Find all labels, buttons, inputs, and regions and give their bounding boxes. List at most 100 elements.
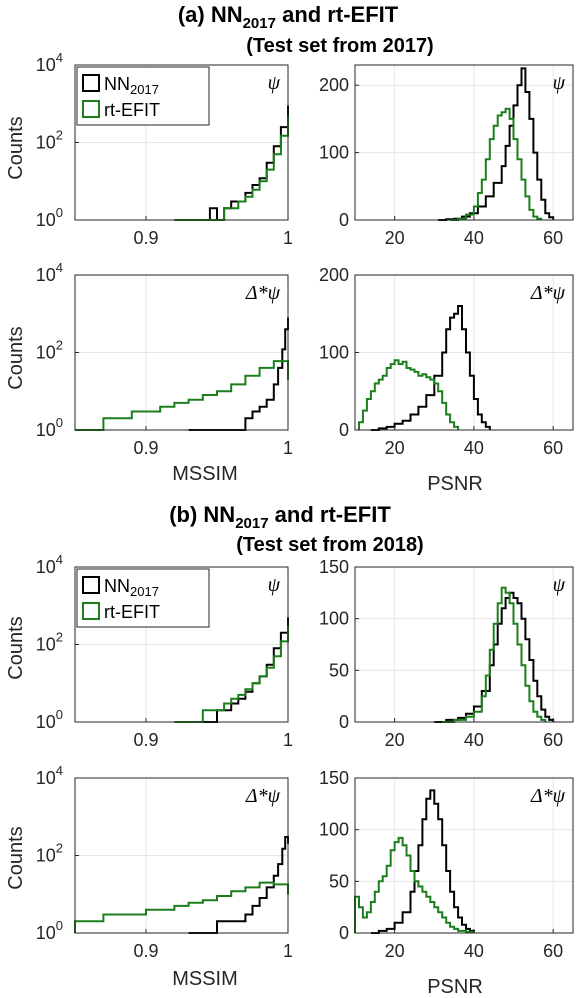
series-nn2017	[188, 836, 289, 934]
panel-label: Δ*ψ	[530, 282, 566, 304]
y-label-counts-b2: Counts	[5, 826, 27, 889]
x-tick-label: 0.9	[133, 228, 158, 248]
series-rt-efit	[450, 107, 543, 221]
section-a-subtitle: (Test set from 2017)	[246, 35, 433, 57]
series-rt-efit	[354, 836, 475, 933]
legend-label: rt-EFIT	[104, 602, 160, 622]
y-tick-label: 50	[329, 871, 349, 891]
y-tick-label: 100	[36, 415, 63, 440]
y-tick-label: 200	[319, 265, 349, 285]
series-rt-efit	[358, 359, 460, 430]
plot-area	[355, 65, 573, 220]
x-tick-label: 40	[464, 228, 484, 248]
x-label-mssim-b: MSSIM	[172, 968, 238, 990]
x-tick-label: 1	[283, 438, 293, 458]
y-tick-label: 150	[319, 768, 349, 788]
series-nn2017	[370, 789, 475, 934]
y-label-counts-b1: Counts	[5, 616, 27, 679]
y-tick-label: 0	[339, 923, 349, 943]
x-tick-label: 40	[464, 438, 484, 458]
y-tick-label: 100	[319, 143, 349, 163]
panel-label: ψ	[268, 574, 281, 596]
panel-a-psnr-psi: 20 40 60 0 100 200 ψ	[319, 64, 574, 248]
y-label-counts-a2: Counts	[5, 326, 27, 389]
y-tick-label: 100	[319, 820, 349, 840]
x-tick-label: 1	[283, 730, 293, 750]
y-tick-label: 104	[36, 763, 63, 788]
series-rt-efit	[442, 586, 547, 723]
panel-label: Δ*ψ	[530, 785, 566, 807]
y-tick-label: 100	[319, 609, 349, 629]
x-tick-label: 20	[385, 941, 405, 961]
legend-swatch	[82, 602, 100, 620]
x-tick-label: 60	[543, 730, 563, 750]
panel-label: Δ*ψ	[245, 282, 281, 304]
y-tick-label: 102	[36, 841, 63, 866]
panel-b-psnr-dpsi: 20 40 60 0 50 100 150 Δ*ψ	[319, 768, 574, 961]
x-label-psnr-b: PSNR	[427, 976, 483, 998]
x-tick-label: 40	[464, 941, 484, 961]
legend-label: rt-EFIT	[104, 100, 160, 120]
series-nn2017	[370, 305, 491, 431]
series-rt-efit	[174, 626, 289, 723]
y-tick-label: 0	[339, 420, 349, 440]
section-a-title: (a) NN2017 and rt-EFIT	[178, 2, 399, 32]
axes-box	[354, 777, 574, 934]
panel-a-psnr-dpsi: 20 40 60 0 100 200 Δ*ψ	[319, 265, 574, 458]
legend: NN2017 rt-EFIT	[76, 568, 210, 628]
x-tick-label: 0.9	[133, 941, 158, 961]
y-tick-label: 102	[36, 128, 63, 153]
x-tick-label: 60	[543, 228, 563, 248]
section-b-title: (b) NN2017 and rt-EFIT	[169, 502, 391, 532]
y-tick-label: 100	[36, 918, 63, 943]
x-tick-label: 60	[543, 941, 563, 961]
panel-label: ψ	[553, 72, 566, 94]
y-tick-label: 50	[329, 660, 349, 680]
legend-label: NN2017	[104, 74, 159, 97]
y-tick-label: 102	[36, 630, 63, 655]
x-tick-label: 0.9	[133, 438, 158, 458]
x-tick-label: 40	[464, 730, 484, 750]
axes-box	[354, 566, 574, 723]
y-tick-label: 104	[36, 552, 63, 577]
axes-box	[354, 64, 574, 221]
legend-swatch	[82, 576, 100, 594]
panel-b-mssim-psi: 0.9 1 100 102 104 ψ NN2017 rt-EFIT	[36, 552, 293, 750]
legend-swatch	[82, 100, 100, 118]
x-label-psnr-a: PSNR	[427, 473, 483, 495]
y-tick-label: 0	[339, 210, 349, 230]
y-tick-label: 150	[319, 557, 349, 577]
x-label-mssim-a: MSSIM	[172, 463, 238, 485]
series-rt-efit	[75, 360, 289, 431]
x-tick-label: 60	[543, 438, 563, 458]
y-tick-label: 0	[339, 712, 349, 732]
x-tick-label: 20	[385, 228, 405, 248]
panel-a-mssim-psi: 0.9 1 100 102 104 ψ NN2017 rt-EFIT	[36, 50, 293, 248]
section-b-subtitle: (Test set from 2018)	[236, 534, 423, 556]
x-tick-label: 20	[385, 438, 405, 458]
x-tick-label: 1	[283, 941, 293, 961]
y-label-counts-a1: Counts	[5, 116, 27, 179]
x-tick-label: 0.9	[133, 730, 158, 750]
x-tick-label: 20	[385, 730, 405, 750]
y-tick-label: 104	[36, 50, 63, 75]
series-rt-efit	[74, 881, 289, 933]
y-tick-label: 104	[36, 260, 63, 285]
panel-b-mssim-dpsi: 0.9 1 100 102 104 Δ*ψ	[36, 763, 293, 961]
y-tick-label: 100	[36, 205, 63, 230]
y-tick-label: 200	[319, 75, 349, 95]
y-tick-label: 100	[319, 343, 349, 363]
x-tick-label: 1	[283, 228, 293, 248]
panel-a-mssim-dpsi: 0.9 1 100 102 104 Δ*ψ	[36, 260, 293, 458]
legend-swatch	[82, 74, 100, 92]
panel-label: Δ*ψ	[245, 785, 281, 807]
legend-label: NN2017	[104, 576, 159, 599]
panel-label: ψ	[268, 72, 281, 94]
legend: NN2017 rt-EFIT	[76, 66, 210, 126]
panel-label: ψ	[553, 574, 566, 596]
y-tick-label: 102	[36, 338, 63, 363]
y-tick-label: 100	[36, 707, 63, 732]
panel-b-psnr-psi: 20 40 60 0 50 100 150 ψ	[319, 557, 574, 750]
